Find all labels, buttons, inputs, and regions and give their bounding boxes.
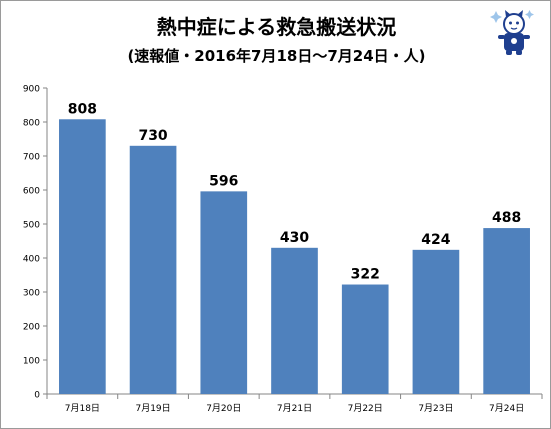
x-tick-label: 7月19日: [135, 403, 170, 414]
bar: [129, 145, 177, 394]
chart-subtitle: (速報値・2016年7月18日～7月24日・人): [127, 47, 426, 65]
bar: [412, 249, 460, 394]
y-tick-label: 900: [23, 85, 40, 95]
chart-title: 熱中症による救急搬送状況: [156, 15, 397, 39]
cat-mascot-icon: [490, 10, 534, 55]
data-label: 596: [209, 173, 238, 189]
data-label: 808: [68, 101, 97, 117]
y-tick-label: 400: [23, 255, 40, 265]
y-tick-label: 0: [34, 391, 40, 401]
x-tick-label: 7月21日: [277, 403, 312, 414]
data-label: 322: [351, 267, 380, 283]
x-tick-label: 7月22日: [348, 403, 383, 414]
y-tick-label: 800: [23, 119, 40, 129]
data-label: 488: [492, 210, 521, 226]
y-tick-label: 300: [23, 289, 40, 299]
x-tick-label: 7月18日: [65, 403, 100, 414]
bar: [483, 228, 530, 394]
y-tick-label: 100: [23, 357, 40, 367]
data-label: 730: [138, 128, 167, 144]
data-label: 424: [421, 232, 450, 248]
x-tick-label: 7月23日: [418, 403, 453, 414]
bar: [341, 284, 389, 394]
data-label: 430: [280, 230, 309, 246]
x-tick-label: 7月20日: [206, 403, 241, 414]
bar: [200, 191, 248, 394]
y-tick-label: 700: [23, 153, 40, 163]
bar: [271, 247, 318, 394]
x-tick-label: 7月24日: [489, 403, 524, 414]
bar: [59, 119, 106, 394]
y-tick-label: 600: [23, 187, 40, 197]
y-tick-label: 500: [23, 221, 40, 231]
y-tick-label: 200: [23, 323, 40, 333]
